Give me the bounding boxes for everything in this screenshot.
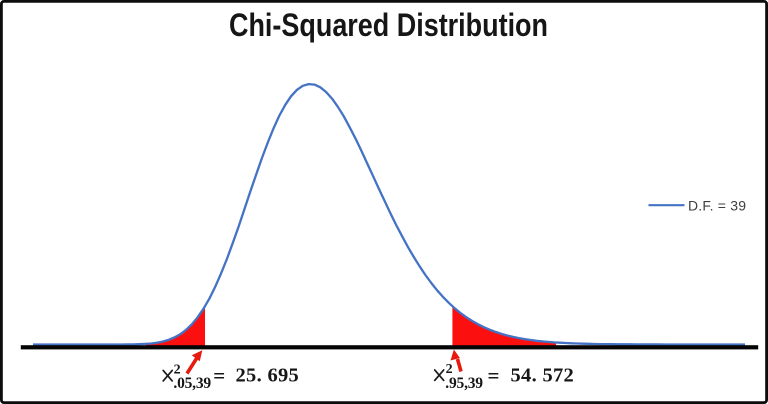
svg-text:2: 2 bbox=[446, 362, 453, 377]
svg-text:Chi-Squared Distribution: Chi-Squared Distribution bbox=[229, 7, 548, 43]
svg-text:.95,39: .95,39 bbox=[445, 375, 483, 392]
svg-text:=: = bbox=[213, 364, 225, 388]
svg-text:54. 572: 54. 572 bbox=[511, 365, 575, 387]
svg-text:=: = bbox=[488, 364, 500, 388]
svg-text:25. 695: 25. 695 bbox=[236, 365, 300, 387]
svg-text:D.F. = 39: D.F. = 39 bbox=[688, 198, 746, 214]
svg-text:2: 2 bbox=[174, 363, 181, 378]
svg-text:.05,39: .05,39 bbox=[173, 375, 211, 392]
